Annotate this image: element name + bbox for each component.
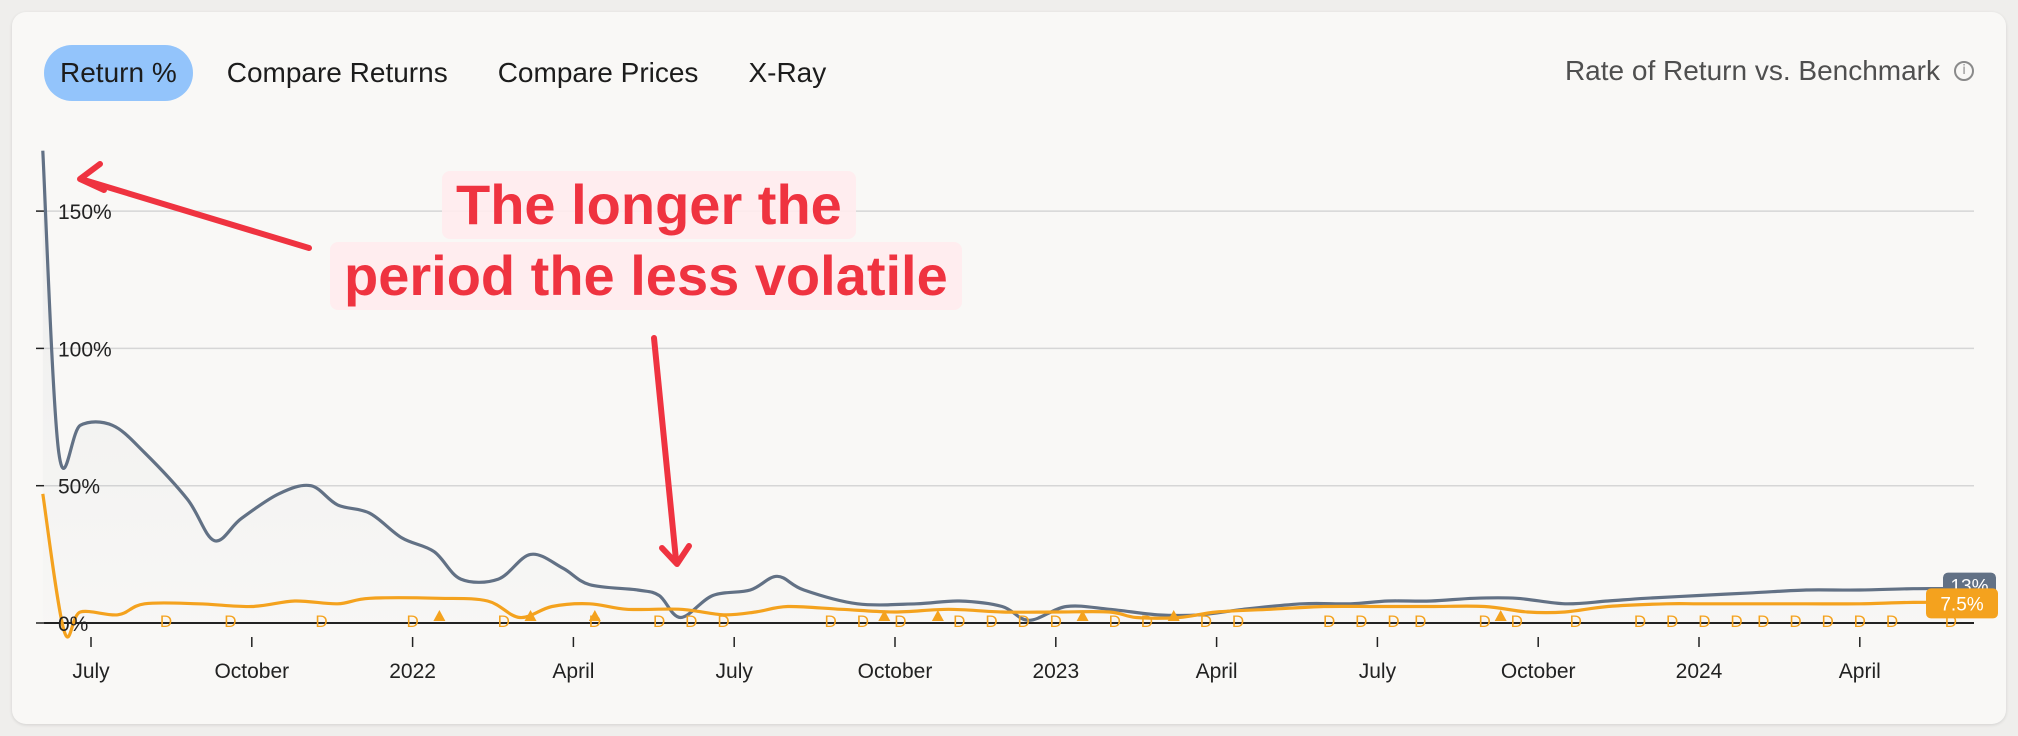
dividend-marker[interactable]: D bbox=[406, 612, 418, 631]
benchmark-end-label: 7.5% bbox=[1940, 594, 1983, 615]
x-tick-label: October bbox=[1501, 660, 1576, 683]
x-tick-label: July bbox=[716, 660, 754, 683]
event-triangle-marker[interactable] bbox=[1076, 610, 1089, 621]
tab-compare-prices[interactable]: Compare Prices bbox=[497, 57, 699, 88]
annotation-arrow-left bbox=[81, 177, 312, 251]
dividend-marker[interactable]: D bbox=[498, 612, 510, 631]
dividend-marker[interactable]: D bbox=[1634, 612, 1646, 631]
benchmark-end-badge bbox=[1926, 588, 1998, 619]
annotation-arrow-down bbox=[651, 335, 679, 563]
dividend-marker[interactable]: D bbox=[1141, 612, 1153, 631]
y-tick-label: 0% bbox=[58, 613, 88, 636]
annotation-arrowhead-left bbox=[77, 161, 107, 193]
dividend-marker[interactable]: D bbox=[1387, 612, 1399, 631]
dividend-marker[interactable]: D bbox=[1478, 612, 1490, 631]
annotation-line-1: The longer the bbox=[442, 171, 856, 239]
dividend-marker[interactable]: D bbox=[1821, 612, 1833, 631]
tab-return-percent[interactable]: Return % bbox=[44, 45, 193, 101]
chart-title-text: Rate of Return vs. Benchmark bbox=[1564, 55, 1940, 86]
portfolio-area bbox=[42, 150, 1962, 623]
event-triangle-marker[interactable] bbox=[433, 610, 446, 621]
dividend-marker[interactable]: D bbox=[1666, 612, 1678, 631]
dividend-marker[interactable]: D bbox=[653, 612, 665, 631]
dividend-marker[interactable]: D bbox=[1511, 612, 1523, 631]
x-tick-label: July bbox=[1359, 660, 1397, 683]
event-triangle-marker[interactable] bbox=[931, 610, 944, 621]
dividend-marker[interactable]: D bbox=[1730, 612, 1742, 631]
dividend-marker[interactable]: D bbox=[1570, 612, 1582, 631]
benchmark-line bbox=[41, 493, 1962, 639]
x-tick-label: October bbox=[858, 660, 933, 683]
x-tick-label: April bbox=[552, 660, 594, 683]
dividend-marker[interactable]: D bbox=[160, 612, 172, 631]
x-tick-label: 2024 bbox=[1676, 660, 1723, 683]
chart-title: Rate of Return vs. Benchmark i bbox=[1565, 55, 1974, 87]
tab-compare-returns[interactable]: Compare Returns bbox=[226, 57, 448, 88]
dividend-marker[interactable]: D bbox=[1232, 612, 1244, 631]
dividend-marker[interactable]: D bbox=[1323, 612, 1335, 631]
portfolio-line bbox=[41, 150, 1962, 622]
y-tick-label: 50% bbox=[58, 476, 100, 499]
x-tick-label: July bbox=[72, 660, 110, 683]
x-tick-label: 2022 bbox=[389, 660, 436, 683]
dividend-marker[interactable]: D bbox=[224, 612, 236, 631]
tab-x-ray[interactable]: X-Ray bbox=[748, 57, 827, 88]
dividend-marker[interactable]: D bbox=[1698, 612, 1710, 631]
dividend-marker[interactable]: D bbox=[685, 612, 697, 631]
dividend-marker[interactable]: D bbox=[1789, 612, 1801, 631]
dividend-marker[interactable]: D bbox=[1017, 612, 1029, 631]
dividend-marker[interactable]: D bbox=[953, 612, 965, 631]
event-triangle-marker[interactable] bbox=[588, 610, 601, 621]
dividend-marker[interactable]: D bbox=[857, 612, 869, 631]
y-tick-label: 150% bbox=[58, 201, 112, 224]
x-tick-label: October bbox=[214, 660, 289, 683]
x-tick-label: 2023 bbox=[1032, 660, 1079, 683]
event-triangle-marker[interactable] bbox=[1167, 610, 1180, 621]
dividend-marker[interactable]: D bbox=[1200, 612, 1212, 631]
dividend-marker[interactable]: D bbox=[1854, 612, 1866, 631]
x-tick-label: April bbox=[1196, 660, 1238, 683]
y-tick-label: 100% bbox=[58, 338, 112, 361]
event-triangle-marker[interactable] bbox=[1494, 610, 1507, 621]
dividend-marker[interactable]: D bbox=[1050, 612, 1062, 631]
dividend-marker[interactable]: D bbox=[825, 612, 837, 631]
dividend-marker[interactable]: D bbox=[717, 612, 729, 631]
event-triangle-marker[interactable] bbox=[524, 610, 537, 621]
annotation-line-2: period the less volatile bbox=[330, 242, 962, 310]
annotation-arrowhead-down bbox=[659, 543, 692, 567]
tab-bar: Return % Compare Returns Compare Prices … bbox=[44, 45, 860, 101]
dividend-marker[interactable]: D bbox=[1757, 612, 1769, 631]
dividend-marker[interactable]: D bbox=[1109, 612, 1121, 631]
dividend-marker[interactable]: D bbox=[315, 612, 327, 631]
dividend-marker[interactable]: D bbox=[1355, 612, 1367, 631]
event-triangle-marker[interactable] bbox=[878, 610, 891, 621]
dividend-marker[interactable]: D bbox=[894, 612, 906, 631]
info-icon[interactable]: i bbox=[1954, 61, 1974, 81]
dividend-marker[interactable]: D bbox=[1414, 612, 1426, 631]
x-tick-label: April bbox=[1839, 660, 1881, 683]
dividend-marker[interactable]: D bbox=[985, 612, 997, 631]
dividend-marker[interactable]: D bbox=[1886, 612, 1898, 631]
